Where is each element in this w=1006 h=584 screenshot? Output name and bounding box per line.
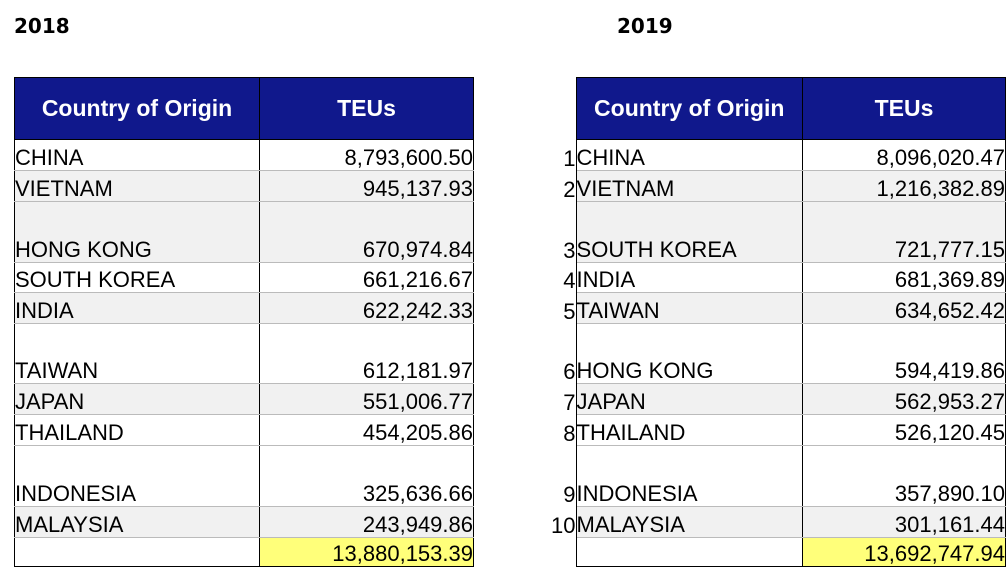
teus-cell: 526,120.45 xyxy=(802,414,1006,446)
teus-cell: 612,181.97 xyxy=(259,323,474,384)
country-cell: INDONESIA xyxy=(14,445,260,507)
teus-cell: 8,096,020.47 xyxy=(802,139,1006,171)
teus-cell: 945,137.93 xyxy=(259,170,474,202)
country-of-origin-header: Country of Origin xyxy=(14,77,260,140)
table-row: MALAYSIA 243,949.86 xyxy=(14,506,474,538)
teus-cell: 243,949.86 xyxy=(259,506,474,538)
teus-header: TEUs xyxy=(259,77,474,140)
table-2018-body: CHINA 8,793,600.50 VIETNAM 945,137.93 HONG K… xyxy=(14,139,474,567)
table-row: 10 MALAYSIA 301,161.44 xyxy=(540,506,1006,538)
table-row: VIETNAM 945,137.93 xyxy=(14,170,474,202)
total-teus-cell: 13,692,747.94 xyxy=(802,537,1006,567)
table-row: 2 VIETNAM 1,216,382.89 xyxy=(540,170,1006,202)
rank-header-blank xyxy=(540,78,576,140)
country-cell: SOUTH KOREA xyxy=(575,201,803,263)
table-row: 6 HONG KONG 594,419.86 xyxy=(540,323,1006,384)
teus-cell: 1,216,382.89 xyxy=(802,170,1006,202)
teus-cell: 301,161.44 xyxy=(802,506,1006,538)
rank-cell: 5 xyxy=(540,292,577,324)
teus-cell: 551,006.77 xyxy=(259,383,474,415)
teus-cell: 562,953.27 xyxy=(802,383,1006,415)
table-row: 4 INDIA 681,369.89 xyxy=(540,262,1006,293)
year-label-2019: 2019 xyxy=(617,14,673,38)
teus-cell: 721,777.15 xyxy=(802,201,1006,263)
country-cell: THAILAND xyxy=(14,414,260,446)
table-row: JAPAN 551,006.77 xyxy=(14,383,474,415)
table-row: INDIA 622,242.33 xyxy=(14,292,474,324)
rank-cell: 2 xyxy=(540,170,577,202)
country-cell: THAILAND xyxy=(575,414,803,446)
total-label-cell xyxy=(575,537,803,567)
teus-cell: 634,652.42 xyxy=(802,292,1006,324)
table-row: 9 INDONESIA 357,890.10 xyxy=(540,445,1006,507)
table-2018-panel: Country of Origin TEUs CHINA 8,793,600.50… xyxy=(14,77,474,567)
rank-cell: 10 xyxy=(540,506,577,538)
country-of-origin-header: Country of Origin xyxy=(575,77,803,140)
country-cell: MALAYSIA xyxy=(14,506,260,538)
teus-cell: 594,419.86 xyxy=(802,323,1006,384)
rank-cell: 8 xyxy=(540,414,577,446)
country-cell: VIETNAM xyxy=(14,170,260,202)
rank-cell: 9 xyxy=(540,445,577,507)
teus-cell: 8,793,600.50 xyxy=(259,139,474,171)
table-2018: Country of Origin TEUs CHINA 8,793,600.50… xyxy=(14,77,474,567)
country-cell: TAIWAN xyxy=(575,292,803,324)
teus-cell: 622,242.33 xyxy=(259,292,474,324)
country-cell: CHINA xyxy=(575,139,803,171)
country-cell: SOUTH KOREA xyxy=(14,262,260,293)
teus-cell: 681,369.89 xyxy=(802,262,1006,293)
total-label-cell xyxy=(14,537,260,567)
table-row: HONG KONG 670,974.84 xyxy=(14,201,474,263)
table-row: CHINA 8,793,600.50 xyxy=(14,139,474,171)
teus-cell: 661,216.67 xyxy=(259,262,474,293)
country-cell: CHINA xyxy=(14,139,260,171)
rank-cell: 4 xyxy=(540,262,577,293)
teus-cell: 325,636.66 xyxy=(259,445,474,507)
table-row: INDONESIA 325,636.66 xyxy=(14,445,474,507)
country-cell: MALAYSIA xyxy=(575,506,803,538)
teus-cell: 670,974.84 xyxy=(259,201,474,263)
table-row: 3 SOUTH KOREA 721,777.15 xyxy=(540,201,1006,263)
country-cell: TAIWAN xyxy=(14,323,260,384)
table-row: 1 CHINA 8,096,020.47 xyxy=(540,139,1006,171)
table-row: SOUTH KOREA 661,216.67 xyxy=(14,262,474,293)
total-row: 13,692,747.94 xyxy=(540,537,1006,567)
table-2019: Country of Origin TEUs 1 CHINA 8,096,020.4… xyxy=(540,77,1006,567)
table-row: 8 THAILAND 526,120.45 xyxy=(540,414,1006,446)
rank-cell: 3 xyxy=(540,201,577,263)
teus-cell: 357,890.10 xyxy=(802,445,1006,507)
rank-cell: 1 xyxy=(540,139,577,171)
country-cell: HONG KONG xyxy=(14,201,260,263)
table-2019-body: 1 CHINA 8,096,020.47 2 VIETNAM 1,216,382.89 3 S… xyxy=(540,139,1006,567)
country-cell: JAPAN xyxy=(575,383,803,415)
table-header-row: Country of Origin TEUs xyxy=(14,77,474,140)
table-row: 5 TAIWAN 634,652.42 xyxy=(540,292,1006,324)
year-label-2018: 2018 xyxy=(14,14,70,38)
country-cell: INDIA xyxy=(14,292,260,324)
country-cell: VIETNAM xyxy=(575,170,803,202)
country-cell: JAPAN xyxy=(14,383,260,415)
table-row: 7 JAPAN 562,953.27 xyxy=(540,383,1006,415)
total-row: 13,880,153.39 xyxy=(14,537,474,567)
table-2019-panel: Country of Origin TEUs 1 CHINA 8,096,020.4… xyxy=(540,77,1006,567)
total-teus-cell: 13,880,153.39 xyxy=(259,537,474,567)
rank-cell: 6 xyxy=(540,323,577,384)
rank-cell-blank xyxy=(540,537,577,567)
teus-cell: 454,205.86 xyxy=(259,414,474,446)
table-row: THAILAND 454,205.86 xyxy=(14,414,474,446)
teus-header: TEUs xyxy=(801,77,1006,140)
country-cell: INDONESIA xyxy=(575,445,803,507)
country-cell: INDIA xyxy=(575,262,803,293)
table-row: TAIWAN 612,181.97 xyxy=(14,323,474,384)
rank-cell: 7 xyxy=(540,383,577,415)
table-header-row: Country of Origin TEUs xyxy=(540,77,1006,140)
country-cell: HONG KONG xyxy=(575,323,803,384)
